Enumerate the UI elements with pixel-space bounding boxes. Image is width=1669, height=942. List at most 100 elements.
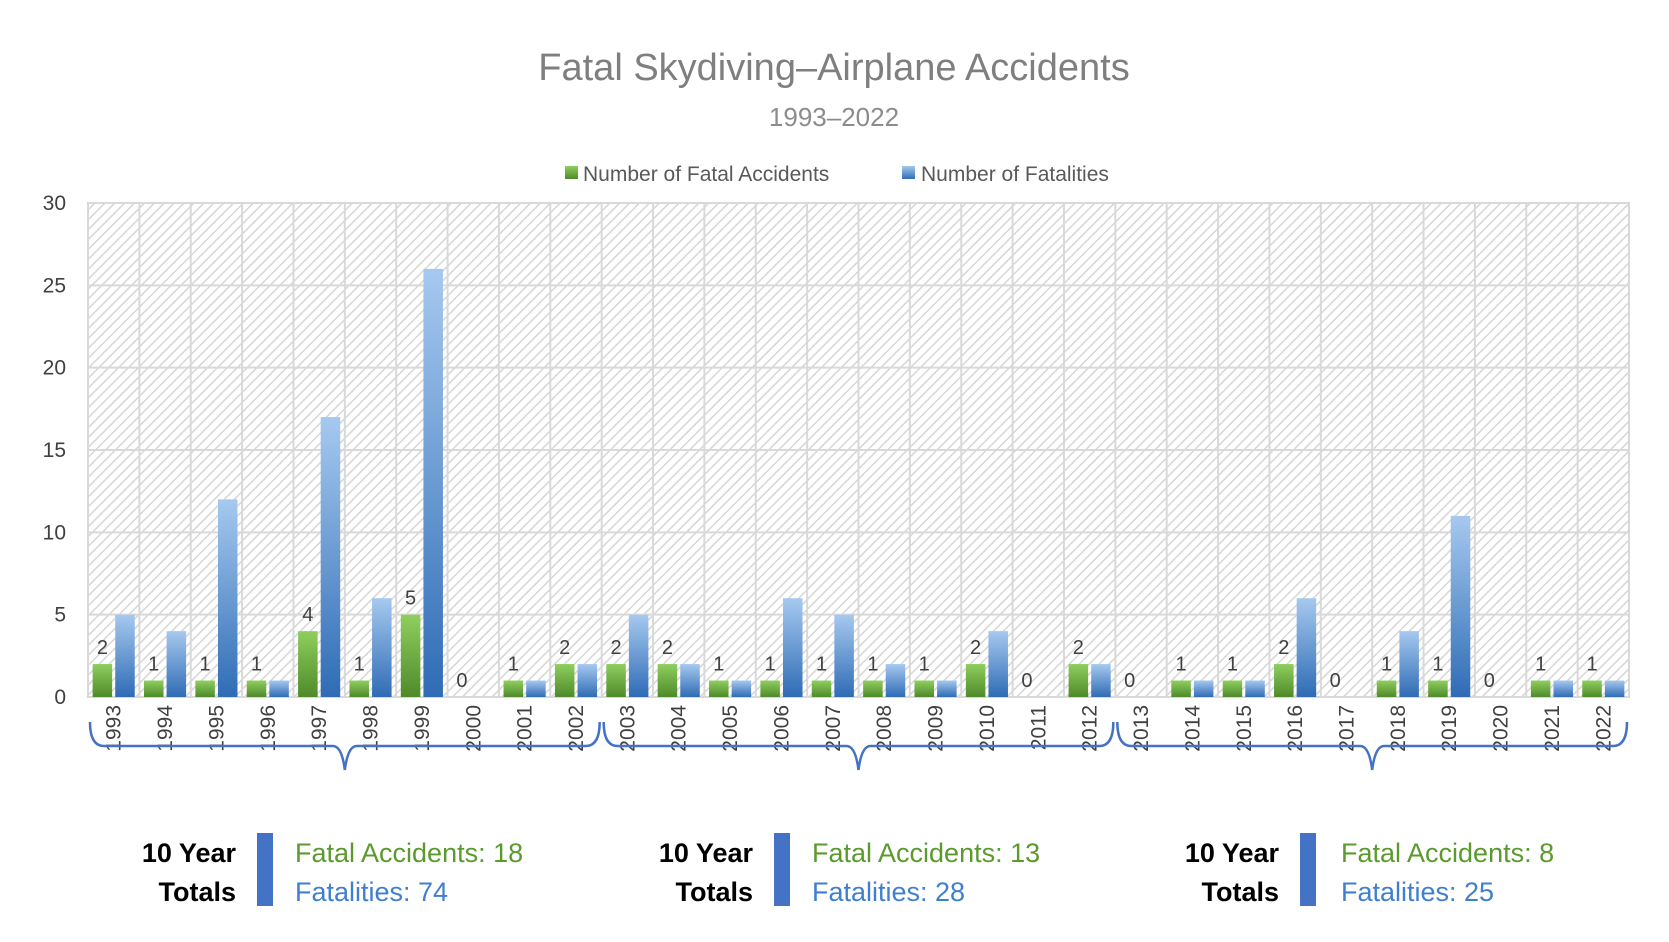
- chart-subtitle: 1993–2022: [769, 102, 899, 132]
- x-tick-label: 2022: [1592, 705, 1615, 752]
- totals-heading-line1: 10 Year: [142, 838, 237, 868]
- legend-label-fatalities: Number of Fatalities: [921, 163, 1109, 186]
- totals-heading-line1: 10 Year: [1185, 838, 1280, 868]
- y-tick-label: 30: [43, 192, 66, 215]
- data-label: 1: [1227, 654, 1238, 676]
- data-label: 1: [354, 654, 365, 676]
- bar-fatal-accidents: [298, 631, 318, 697]
- y-tick-label: 0: [54, 686, 66, 709]
- totals-divider-bar: [1300, 833, 1316, 906]
- x-tick-label: 2002: [565, 705, 588, 752]
- data-label: 0: [456, 670, 467, 692]
- bar-fatalities: [731, 680, 752, 697]
- x-tick-label: 2007: [822, 705, 845, 752]
- bar-fatal-accidents: [554, 664, 575, 697]
- totals-fatal-accidents: Fatal Accidents: 13: [812, 838, 1040, 868]
- totals-group-1: 10 Year Totals Fatal Accidents: 18 Fatal…: [142, 833, 523, 907]
- bar-fatal-accidents: [400, 614, 421, 697]
- x-tick-label: 2003: [616, 705, 639, 752]
- bar-fatalities: [115, 614, 135, 697]
- decade-bracket: [602, 721, 1115, 771]
- data-label: 1: [508, 654, 519, 676]
- y-tick-label: 20: [43, 357, 66, 380]
- x-axis: 1993 1994 1995 1996 1997 1998 1999 2000 2001 2002…: [103, 705, 1616, 752]
- totals-divider-bar: [257, 833, 273, 906]
- bar-fatalities: [628, 614, 649, 697]
- bar-fatalities: [1193, 680, 1214, 697]
- bar-fatalities: [885, 664, 906, 697]
- data-label: 1: [1176, 654, 1187, 676]
- totals-heading-line2: Totals: [1201, 877, 1279, 907]
- x-tick-label: 2021: [1541, 705, 1564, 752]
- bar-fatal-accidents: [709, 680, 729, 697]
- data-label: 2: [970, 637, 981, 659]
- bar-fatal-accidents: [1222, 680, 1243, 697]
- x-tick-label: 2005: [719, 705, 742, 752]
- bar-fatal-accidents: [1376, 680, 1397, 697]
- x-tick-label: 2020: [1490, 705, 1513, 752]
- bar-fatalities: [834, 614, 854, 697]
- totals-heading-line2: Totals: [675, 877, 753, 907]
- data-label: 0: [1021, 670, 1032, 692]
- bar-fatal-accidents: [863, 680, 883, 697]
- x-tick-label: 2013: [1130, 705, 1153, 752]
- bar-fatal-accidents: [1068, 664, 1089, 697]
- totals-fatalities: Fatalities: 28: [812, 877, 965, 907]
- gridlines: [87, 202, 1630, 698]
- x-tick-label: 2008: [873, 705, 896, 752]
- x-tick-label: 2012: [1079, 705, 1102, 752]
- bar-fatalities: [1091, 664, 1111, 697]
- chart-title: Fatal Skydiving–Airplane Accidents: [538, 47, 1129, 89]
- legend-label-accidents: Number of Fatal Accidents: [583, 163, 829, 186]
- bar-fatal-accidents: [657, 664, 678, 697]
- bar-fatalities: [217, 499, 238, 697]
- x-tick-label: 2009: [925, 705, 948, 752]
- x-tick-label: 2011: [1027, 705, 1050, 750]
- x-tick-label: 2018: [1387, 705, 1410, 752]
- totals-group-2: 10 Year Totals Fatal Accidents: 13 Fatal…: [659, 833, 1040, 907]
- y-axis: 0 5 10 15 20 25 30: [43, 192, 66, 709]
- x-tick-label: 2017: [1335, 705, 1358, 752]
- bar-fatalities: [1399, 631, 1419, 697]
- decade-bracket: [88, 721, 601, 771]
- data-label: 2: [1278, 637, 1289, 659]
- bar-fatal-accidents: [811, 680, 832, 697]
- bar-fatalities: [577, 664, 598, 697]
- bar-fatalities: [526, 680, 546, 697]
- bar-fatal-accidents: [349, 680, 369, 697]
- data-label: 2: [662, 637, 673, 659]
- legend-swatch-accidents: [565, 166, 578, 179]
- totals-fatalities: Fatalities: 25: [1341, 877, 1494, 907]
- bar-fatal-accidents: [1274, 664, 1294, 697]
- bar-fatal-accidents: [1582, 680, 1602, 697]
- bar-fatal-accidents: [1171, 680, 1191, 697]
- data-label: 1: [867, 654, 878, 676]
- x-tick-label: 2006: [770, 705, 793, 752]
- bar-fatalities: [680, 664, 700, 697]
- data-label: 5: [405, 588, 416, 610]
- x-tick-label: 2019: [1438, 705, 1461, 752]
- bar-fatal-accidents: [92, 664, 113, 697]
- x-tick-label: 2000: [462, 705, 485, 752]
- data-labels: 2 1 1 1 4 1 5 0 1 2 2 2 1 1 1 1 1 2 0 2 0 1 1 2 0 1 1 0 1 1: [97, 588, 1598, 692]
- y-tick-label: 15: [43, 439, 66, 462]
- x-tick-label: 1998: [360, 705, 383, 752]
- data-label: 1: [1432, 654, 1443, 676]
- data-label: 2: [1073, 637, 1084, 659]
- totals-fatalities: Fatalities: 74: [295, 877, 448, 907]
- decade-bracket: [1116, 721, 1629, 771]
- data-label: 1: [1586, 654, 1597, 676]
- totals-heading-line2: Totals: [158, 877, 236, 907]
- bar-fatalities: [988, 631, 1008, 697]
- bar-fatalities: [1245, 680, 1265, 697]
- legend-swatch-fatalities: [902, 166, 915, 179]
- data-label: 2: [559, 637, 570, 659]
- x-tick-label: 2004: [668, 705, 691, 752]
- bar-fatal-accidents: [965, 664, 986, 697]
- data-label: 0: [1124, 670, 1135, 692]
- bar-fatal-accidents: [1428, 680, 1448, 697]
- data-label: 1: [816, 654, 827, 676]
- x-tick-label: 2014: [1181, 705, 1204, 752]
- totals-fatal-accidents: Fatal Accidents: 18: [295, 838, 523, 868]
